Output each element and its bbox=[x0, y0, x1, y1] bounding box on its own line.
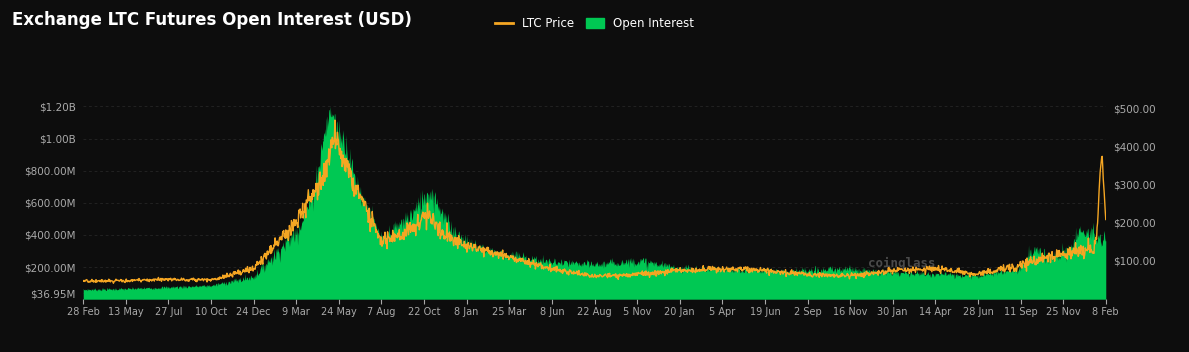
Text: Exchange LTC Futures Open Interest (USD): Exchange LTC Futures Open Interest (USD) bbox=[12, 11, 411, 29]
Text: coinglass: coinglass bbox=[868, 257, 935, 270]
Legend: LTC Price, Open Interest: LTC Price, Open Interest bbox=[490, 12, 699, 35]
